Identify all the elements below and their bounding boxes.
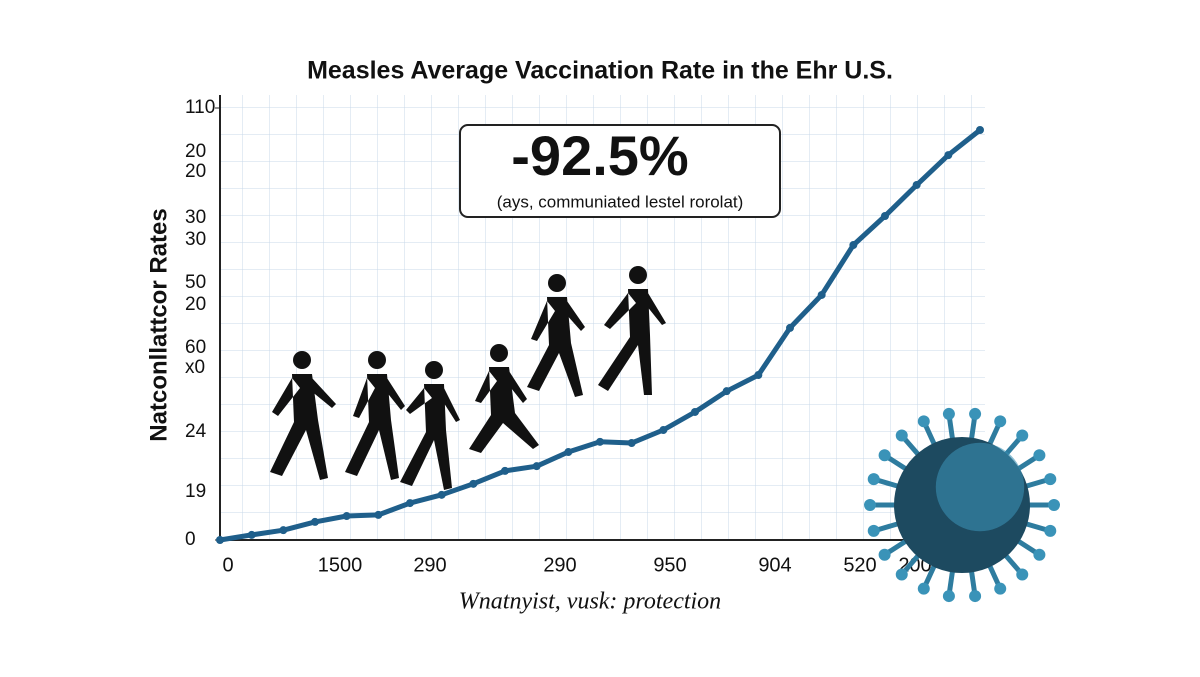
y-label: 20 [185,161,206,182]
point [596,437,604,446]
point [722,387,731,396]
virus-tip [942,407,955,420]
virus-tip [1033,548,1046,561]
point [279,526,288,535]
point [976,125,984,134]
point [216,536,224,544]
y-label: x0 [185,357,205,378]
point [817,290,826,299]
x-axis-label: Wnatnyist, vusk: protection [459,589,721,615]
annotation-value: -92.5% [511,124,688,187]
y-label: 20 [185,141,206,162]
virus-tip [994,582,1007,595]
virus-tip [969,407,982,420]
virus-shade [935,442,1025,532]
x-label: 950 [653,554,686,576]
y-label: 30 [185,207,206,228]
y-tick-label: 0 [185,529,196,550]
virus-tip [1016,568,1029,581]
point [469,479,478,488]
y-label: 20 [185,294,206,315]
virus-tip [867,473,880,486]
y-label: 24 [185,421,207,442]
point [659,426,668,435]
point [437,490,446,499]
point [247,530,256,539]
walkers [270,266,666,490]
y-label: 60 [185,337,206,358]
chart-title: Measles Average Vaccination Rate in the … [307,57,893,85]
point [627,438,636,447]
x-label: 520 [843,554,876,576]
y-axis-label: Natconllattcor Rates [145,208,172,441]
y-tick-label: 110 [185,97,215,118]
virus-tip [917,415,930,428]
point [944,151,953,160]
point [406,499,414,508]
x-label: 290 [413,554,446,576]
virus-tip [994,415,1007,428]
virus-tip [1044,524,1057,537]
virus-tip [1016,429,1029,442]
virus-tip [917,582,930,595]
point [311,517,319,526]
point [786,323,794,332]
y-label: 50 [185,272,206,293]
point [532,462,541,471]
point [849,241,858,250]
point [374,510,383,519]
point [501,466,509,475]
x-label: 904 [758,554,791,576]
point [691,407,699,416]
point [342,512,351,521]
virus-tip [969,590,982,603]
virus-tip [942,590,955,603]
virus-tip [878,548,891,561]
virus-tip [1044,473,1057,486]
point [881,212,889,220]
virus-tip [878,449,891,462]
point [564,448,573,457]
virus-tip [1033,449,1046,462]
y-label: 19 [185,481,206,502]
virus-tip [1048,499,1060,511]
virus-illustration [864,407,1060,603]
y-label: 30 [185,229,206,250]
x-label: 290 [543,554,576,576]
point [912,180,921,189]
annotation-note: (ays, communiated lestel rorolat) [497,192,744,211]
x-label: 1500 [318,554,363,576]
virus-tip [867,524,880,537]
virus-tip [864,499,876,511]
point [754,371,763,380]
virus-tip [895,429,908,442]
virus-tip [895,568,908,581]
annotation-box [459,124,781,218]
x-label: 0 [222,554,233,576]
